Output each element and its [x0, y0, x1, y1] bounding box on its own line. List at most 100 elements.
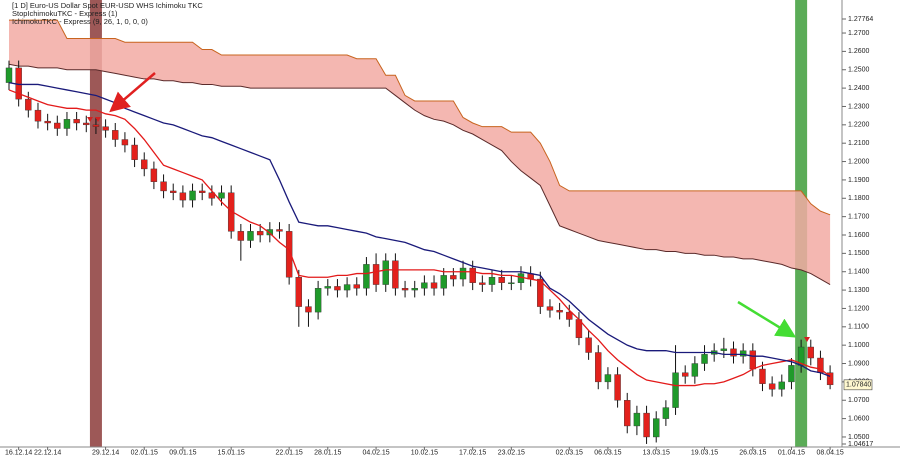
- x-tick-label: 10.02.15: [411, 449, 438, 456]
- y-tick-label: 1.1100: [848, 324, 869, 331]
- signal-marker: [804, 337, 810, 342]
- candle-body: [624, 400, 631, 427]
- y-tick-label: 1.2700: [848, 30, 870, 37]
- y-tick-label: 1.0500: [848, 434, 870, 441]
- y-tick-label: 1.2000: [848, 158, 870, 165]
- y-tick-label: 1.1700: [848, 213, 870, 220]
- candle-body: [372, 264, 380, 285]
- candle-body: [227, 192, 235, 232]
- candle-body: [430, 282, 438, 289]
- y-tick-label: 1.1900: [848, 177, 870, 184]
- candle-body: [305, 306, 312, 313]
- plot-area: [5, 0, 834, 447]
- indicator-line: [8, 81, 831, 377]
- candle-body: [537, 278, 544, 307]
- candle-body: [440, 275, 447, 289]
- candle-body: [334, 286, 341, 291]
- candle-body: [392, 260, 399, 289]
- candle-body: [54, 122, 61, 129]
- y-tick-label: 1.0700: [848, 397, 870, 404]
- candle-body: [730, 348, 737, 357]
- x-tick-label: 16.12.14: [5, 449, 32, 456]
- candle-body: [556, 310, 563, 313]
- y-tick-label: 1.1600: [848, 232, 870, 239]
- candle-body: [633, 412, 641, 427]
- candle-body: [739, 350, 747, 357]
- x-tick-label: 28.01.15: [314, 449, 341, 456]
- candle-body: [353, 284, 360, 289]
- indicator-label: IchimokuTKC - Express (9, 26, 1, 0, 0, 0…: [12, 17, 148, 26]
- candle-body: [662, 407, 670, 419]
- candle-body: [691, 363, 699, 377]
- candle-body: [150, 168, 158, 182]
- candle-body: [295, 277, 302, 307]
- candle-body: [469, 267, 476, 283]
- x-tick-label: 09.01.15: [169, 449, 196, 456]
- x-tick-label: 23.02.15: [498, 449, 525, 456]
- candle-body: [112, 130, 119, 140]
- candle-body: [643, 412, 650, 438]
- candle-body: [488, 277, 496, 285]
- candle-body: [653, 418, 660, 438]
- annotations: [87, 72, 810, 342]
- y-tick-label: 1.2600: [848, 48, 870, 55]
- candle-body: [189, 190, 196, 201]
- y-tick-label: 1.2500: [848, 67, 870, 74]
- candle-body: [595, 352, 602, 383]
- candle-body: [276, 229, 283, 232]
- candle-body: [256, 231, 264, 236]
- candle-body: [5, 67, 13, 83]
- x-tick-label: 29.12.14: [92, 449, 119, 456]
- signal-arrow: [109, 72, 156, 113]
- candle-body: [324, 286, 331, 289]
- indicator-line: [8, 89, 831, 387]
- candle-body: [160, 181, 167, 192]
- x-tick-label: 13.03.15: [643, 449, 670, 456]
- candle-body: [25, 98, 32, 111]
- y-tick-label: 1.2200: [848, 122, 870, 129]
- candle-body: [363, 264, 370, 289]
- candle-body: [720, 348, 728, 351]
- candle-body: [34, 109, 42, 122]
- y-tick-label: 1.2400: [848, 85, 870, 92]
- x-tick-label: 02.01.15: [131, 449, 158, 456]
- indicator-label: StopIchimokuTKC - Express (1): [12, 9, 118, 18]
- x-tick-label: 19.03.15: [691, 449, 718, 456]
- candle-body: [170, 190, 177, 193]
- x-tick-label: 26.03.15: [739, 449, 766, 456]
- candle-body: [63, 119, 71, 129]
- signal-arrow: [737, 300, 797, 338]
- last-price-label: 1.07840: [846, 382, 871, 389]
- candle-body: [266, 229, 274, 236]
- x-tick-label: 04.02.15: [362, 449, 389, 456]
- candle-body: [198, 190, 206, 193]
- y-tick-label: 1.1400: [848, 269, 870, 276]
- last-price-box: [843, 379, 873, 391]
- y-tick-label: 1.27764: [848, 16, 873, 23]
- candle-body: [778, 381, 785, 390]
- candle-body: [508, 282, 515, 284]
- candle-body: [566, 311, 573, 320]
- candle-body: [682, 372, 689, 377]
- candle-body: [759, 368, 766, 384]
- candle-body: [141, 159, 148, 170]
- y-tick-label: 1.0600: [848, 415, 870, 422]
- candle-body: [672, 372, 679, 408]
- candle-body: [788, 365, 795, 383]
- candle-body: [179, 192, 187, 201]
- x-tick-label: 15.01.15: [218, 449, 245, 456]
- y-tick-label: 1.0900: [848, 360, 870, 367]
- cloud-lower: [8, 63, 831, 286]
- y-tick-label: 1.1300: [848, 287, 870, 294]
- candle-body: [411, 288, 418, 291]
- candle-body: [343, 284, 351, 291]
- x-tick-label: 01.04.15: [778, 449, 805, 456]
- candle-body: [459, 267, 467, 280]
- candle-body: [701, 354, 708, 364]
- x-tick-label: 08.04.15: [816, 449, 843, 456]
- candle-body: [614, 374, 621, 401]
- candle-body: [546, 306, 554, 311]
- x-tick-label: 06.03.15: [594, 449, 621, 456]
- chart-title: [1 D] Euro-US Dollar Spot EUR-USD WHS Ic…: [12, 1, 203, 10]
